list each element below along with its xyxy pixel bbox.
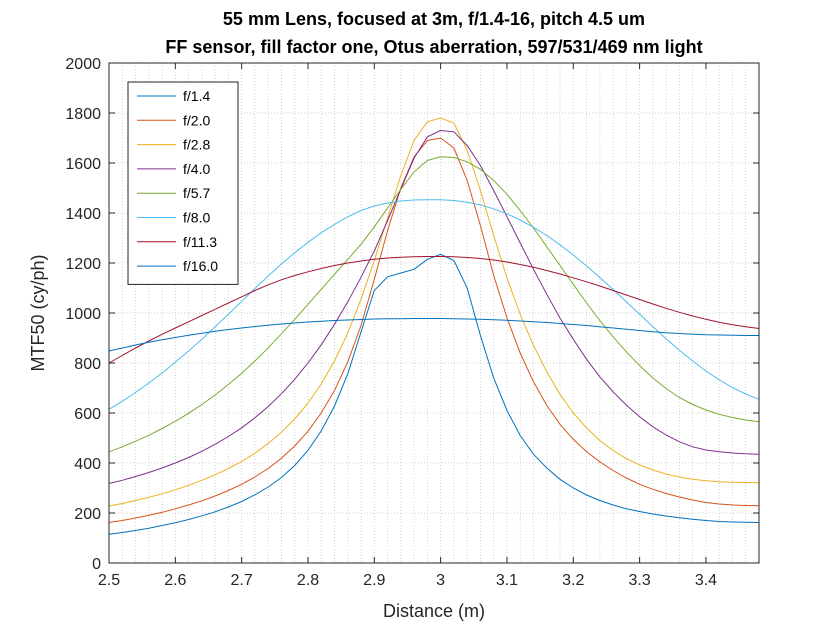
- y-tick-label: 200: [74, 506, 101, 523]
- legend: f/1.4 f/2.0 f/2.8 f/4.0 f/5.7 f/8.0 f/11.3 f/16…: [127, 81, 239, 285]
- series-line-f-16-0: [108, 318, 759, 352]
- x-tick-label: 3.1: [496, 572, 518, 589]
- y-tick-label: 2000: [65, 56, 101, 73]
- y-tick-label: 600: [74, 406, 101, 423]
- series-line-f-8-0: [108, 199, 760, 410]
- x-tick-label: 2.7: [231, 572, 253, 589]
- legend-entry-label: f/4.0: [183, 161, 210, 177]
- legend-entry-label: f/8.0: [183, 210, 210, 226]
- series-layer: [108, 117, 760, 535]
- chart-title: 55 mm Lens, focused at 3m, f/1.4-16, pit…: [223, 9, 645, 29]
- x-tick-label: 2.6: [164, 572, 186, 589]
- x-tick-label: 2.5: [98, 572, 120, 589]
- y-tick-label: 1400: [65, 206, 101, 223]
- series-line-f-11-3: [108, 256, 760, 364]
- y-tick-label: 1600: [65, 156, 101, 173]
- y-tick-label: 800: [74, 356, 101, 373]
- legend-entry-label: f/2.0: [183, 112, 210, 128]
- x-tick-label: 3: [436, 572, 445, 589]
- chart-subtitle: FF sensor, fill factor one, Otus aberrat…: [165, 37, 702, 57]
- legend-entry-label: f/1.4: [183, 88, 210, 104]
- x-tick-label: 3.3: [628, 572, 650, 589]
- legend-entry-label: f/5.7: [183, 185, 210, 201]
- x-tick-label: 3.4: [695, 572, 717, 589]
- x-tick-label: 2.9: [363, 572, 385, 589]
- series-line-f-2-8: [108, 117, 760, 507]
- series-line-f-4-0: [108, 129, 760, 484]
- x-tick-label: 2.8: [297, 572, 319, 589]
- legend-entry-label: f/16.0: [183, 258, 218, 274]
- ticks: [108, 62, 759, 564]
- legend-entry-label: f/2.8: [183, 137, 210, 153]
- y-axis-label: MTF50 (cy/ph): [28, 254, 48, 371]
- y-tick-label: 1800: [65, 106, 101, 123]
- x-tick-label: 3.2: [562, 572, 584, 589]
- tick-labels: 2.5 2.6 2.7 2.8 2.9 3 3.1 3.2 3.3 3.4 0 200 400 600 80…: [65, 56, 717, 589]
- legend-entry-label: f/11.3: [183, 234, 217, 250]
- series-line-f-2-0: [108, 137, 760, 523]
- y-tick-label: 1000: [65, 306, 101, 323]
- y-tick-label: 400: [74, 456, 101, 473]
- y-tick-label: 0: [92, 556, 101, 573]
- x-axis-label: Distance (m): [383, 601, 485, 621]
- legend-box: [127, 81, 239, 285]
- series-line-f-5-7: [108, 156, 760, 453]
- y-tick-label: 1200: [65, 256, 101, 273]
